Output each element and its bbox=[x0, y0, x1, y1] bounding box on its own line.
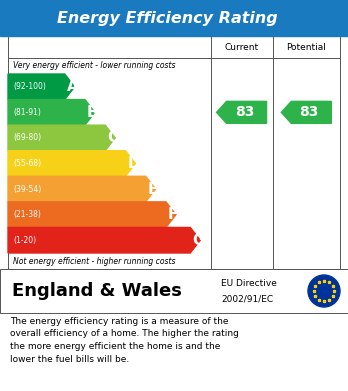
Polygon shape bbox=[8, 125, 115, 151]
Text: 83: 83 bbox=[300, 105, 319, 119]
Text: (92-100): (92-100) bbox=[13, 82, 46, 91]
Text: England & Wales: England & Wales bbox=[12, 282, 182, 300]
Polygon shape bbox=[216, 101, 267, 123]
Text: Very energy efficient - lower running costs: Very energy efficient - lower running co… bbox=[13, 61, 175, 70]
Text: (55-68): (55-68) bbox=[13, 159, 41, 168]
Polygon shape bbox=[8, 202, 176, 228]
Text: 2002/91/EC: 2002/91/EC bbox=[221, 294, 273, 303]
Text: (1-20): (1-20) bbox=[13, 236, 36, 245]
Text: B: B bbox=[87, 105, 98, 120]
Bar bbox=[0, 269, 348, 313]
Text: Current: Current bbox=[224, 43, 259, 52]
Polygon shape bbox=[281, 101, 331, 123]
Text: A: A bbox=[67, 79, 78, 94]
Text: (81-91): (81-91) bbox=[13, 108, 41, 117]
Polygon shape bbox=[8, 74, 75, 100]
Polygon shape bbox=[8, 151, 135, 176]
Polygon shape bbox=[8, 176, 156, 202]
Text: (21-38): (21-38) bbox=[13, 210, 41, 219]
Text: D: D bbox=[127, 156, 140, 171]
Bar bbox=[0, 0, 348, 36]
Polygon shape bbox=[8, 228, 200, 253]
Text: Potential: Potential bbox=[286, 43, 326, 52]
Text: F: F bbox=[168, 207, 178, 222]
Text: E: E bbox=[148, 181, 158, 197]
Text: Energy Efficiency Rating: Energy Efficiency Rating bbox=[57, 11, 277, 25]
Text: C: C bbox=[107, 131, 118, 145]
Circle shape bbox=[308, 275, 340, 307]
Text: Not energy efficient - higher running costs: Not energy efficient - higher running co… bbox=[13, 256, 175, 265]
Text: EU Directive: EU Directive bbox=[221, 278, 277, 287]
Polygon shape bbox=[8, 100, 95, 125]
Text: (69-80): (69-80) bbox=[13, 133, 41, 142]
Text: (39-54): (39-54) bbox=[13, 185, 41, 194]
Bar bbox=[8, 36, 340, 269]
Text: The energy efficiency rating is a measure of the
overall efficiency of a home. T: The energy efficiency rating is a measur… bbox=[10, 317, 239, 364]
Text: G: G bbox=[192, 233, 205, 248]
Text: 83: 83 bbox=[235, 105, 254, 119]
